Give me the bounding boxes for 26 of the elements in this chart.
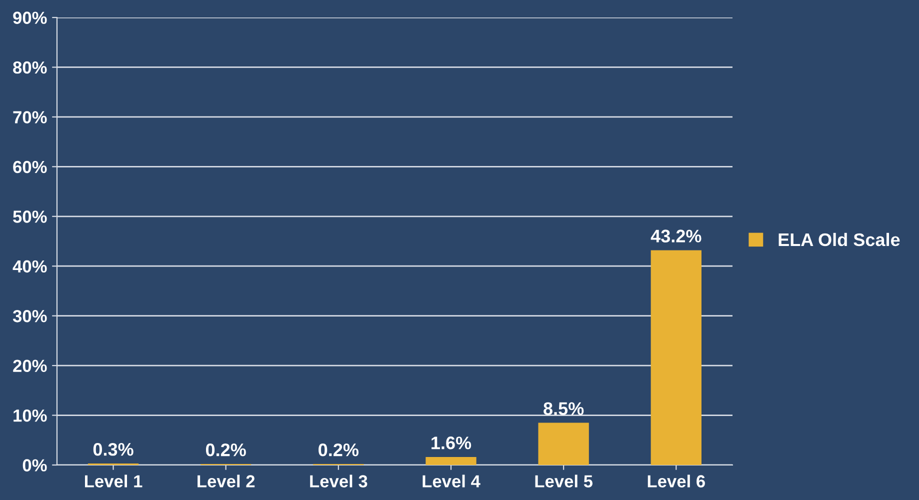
- data-label: 1.6%: [432, 436, 472, 450]
- x-tick-label: Level 2: [198, 474, 255, 488]
- data-label: 0.3%: [93, 442, 134, 456]
- data-label: 0.2%: [206, 443, 246, 456]
- y-tick-label: 30%: [12, 310, 47, 322]
- bar: [538, 422, 589, 465]
- x-tick-label: Level 1: [84, 474, 142, 488]
- y-tick-label: 0%: [22, 459, 47, 472]
- y-tick-label: 80%: [13, 61, 47, 74]
- x-tick-label: Level 4: [422, 474, 480, 488]
- x-tick-label: Level 5: [535, 474, 593, 488]
- y-tick-label: 90%: [13, 12, 47, 24]
- x-tick-label: Level 3: [310, 474, 368, 488]
- y-tick-label: 70%: [13, 111, 47, 124]
- y-tick-label: 50%: [13, 210, 47, 223]
- data-label: 8.5%: [544, 402, 584, 415]
- y-tick-label: 20%: [13, 360, 47, 372]
- data-label: 43.2%: [650, 230, 702, 242]
- legend-label: ELA Old Scale: [778, 232, 900, 246]
- y-tick-label: 60%: [13, 160, 47, 174]
- bar: [650, 250, 702, 465]
- y-tick-label: 40%: [12, 260, 47, 273]
- x-tick-label: Level 6: [648, 474, 705, 488]
- data-label: 0.2%: [318, 443, 359, 456]
- bar: [426, 457, 476, 465]
- y-tick-label: 10%: [14, 409, 47, 422]
